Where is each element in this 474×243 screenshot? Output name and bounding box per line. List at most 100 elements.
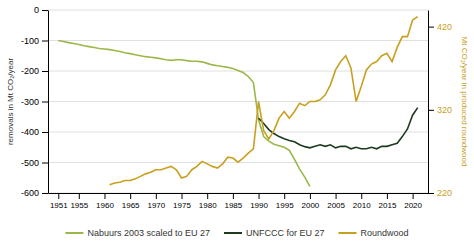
legend-item: UNFCCC for EU 27 xyxy=(224,228,325,238)
tick-mark xyxy=(310,193,311,199)
tick-mark xyxy=(259,193,260,199)
tick-mark xyxy=(42,163,48,164)
tick-label: 2020 xyxy=(404,201,422,210)
tick-label: -600 xyxy=(21,188,39,198)
tick-label: 1980 xyxy=(199,201,217,210)
tick-mark xyxy=(428,193,434,194)
tick-mark xyxy=(233,193,234,199)
tick-mark xyxy=(207,193,208,199)
tick-label: 2015 xyxy=(379,201,397,210)
tick: 1970 xyxy=(147,193,165,210)
tick: -600 xyxy=(21,188,48,198)
y-axis: 0 -100 -200 -300 -400 -500 -600 xyxy=(21,5,49,198)
tick-mark xyxy=(79,193,80,199)
axis-line xyxy=(428,11,429,194)
grid xyxy=(48,10,428,193)
tick-label: -100 xyxy=(21,36,39,46)
tick-label: 2000 xyxy=(301,201,319,210)
legend-swatch xyxy=(224,232,242,234)
tick-label: 1985 xyxy=(224,201,242,210)
tick: 1965 xyxy=(122,193,140,210)
tick-label: 420 xyxy=(437,22,452,32)
tick-mark xyxy=(387,193,388,199)
tick-label: 320 xyxy=(437,105,452,115)
tick-mark xyxy=(104,193,105,199)
tick-label: -200 xyxy=(21,66,39,76)
series-line xyxy=(58,41,310,187)
legend: Nabuurs 2003 scaled to EU 27 UNFCCC for E… xyxy=(65,228,408,238)
tick-label: 1970 xyxy=(147,201,165,210)
y2-axis: 220 320 420 xyxy=(428,11,452,199)
legend-label: UNFCCC for EU 27 xyxy=(246,228,325,238)
grid-line xyxy=(48,40,428,41)
tick-mark xyxy=(42,10,48,11)
tick: 1995 xyxy=(276,193,294,210)
tick-mark xyxy=(428,110,434,111)
tick: 220 xyxy=(428,188,452,198)
x-axis: 19511955 1960 1965 1970 1975 1980 1985 1990 1995… xyxy=(49,193,429,210)
tick-mark xyxy=(42,41,48,42)
tick: -400 xyxy=(21,127,48,137)
legend-swatch xyxy=(65,232,83,234)
tick-label: 1975 xyxy=(173,201,191,210)
tick: 0 xyxy=(34,5,48,15)
tick-mark xyxy=(58,193,59,199)
grid-line xyxy=(48,101,428,102)
tick-mark xyxy=(284,193,285,199)
grid-line xyxy=(48,10,428,11)
tick-mark xyxy=(413,193,414,199)
tick: 2000 xyxy=(301,193,319,210)
tick-label: 1951 xyxy=(50,201,68,210)
tick: -100 xyxy=(21,36,48,46)
tick-label: 2010 xyxy=(353,201,371,210)
tick: 2020 xyxy=(404,193,422,210)
legend-label: Roundwood xyxy=(361,228,409,238)
tick: 2005 xyxy=(327,193,345,210)
tick-label: 1955 xyxy=(70,201,88,210)
y2-axis-title: Mt CO₂/year in produced roundwood xyxy=(460,37,469,167)
series-line xyxy=(110,17,418,185)
y-axis-title: removals in Mt CO₂/year xyxy=(6,58,15,145)
tick-label: 1960 xyxy=(96,201,114,210)
tick-label: -300 xyxy=(21,97,39,107)
tick: -300 xyxy=(21,97,48,107)
tick-label: 2005 xyxy=(327,201,345,210)
tick: 420 xyxy=(428,22,452,32)
tick-mark xyxy=(182,193,183,199)
legend-label: Nabuurs 2003 scaled to EU 27 xyxy=(87,228,210,238)
tick-mark xyxy=(42,102,48,103)
tick: -200 xyxy=(21,66,48,76)
tick-mark xyxy=(130,193,131,199)
tick: 1990 xyxy=(250,193,268,210)
tick-mark xyxy=(42,193,48,194)
tick: 2010 xyxy=(353,193,371,210)
tick: 1975 xyxy=(173,193,191,210)
tick-label: 1990 xyxy=(250,201,268,210)
axis-line xyxy=(49,193,429,194)
chart: 19511955 1960 1965 1970 1975 1980 1985 1990 1995… xyxy=(0,0,474,243)
tick-label: -500 xyxy=(21,158,39,168)
plot-area xyxy=(58,17,417,187)
tick-mark xyxy=(42,132,48,133)
tick-label: -400 xyxy=(21,127,39,137)
tick: 1960 xyxy=(96,193,114,210)
tick: 2015 xyxy=(379,193,397,210)
tick: 1980 xyxy=(199,193,217,210)
tick-label: 220 xyxy=(437,188,452,198)
tick: 1955 xyxy=(70,193,88,210)
tick-mark xyxy=(428,27,434,28)
tick-mark xyxy=(42,71,48,72)
tick-mark xyxy=(361,193,362,199)
legend-swatch xyxy=(339,232,357,234)
tick-label: 1995 xyxy=(276,201,294,210)
tick: 320 xyxy=(428,105,452,115)
grid-line xyxy=(48,132,428,133)
legend-item: Roundwood xyxy=(339,228,409,238)
legend-item: Nabuurs 2003 scaled to EU 27 xyxy=(65,228,210,238)
tick-label: 1965 xyxy=(122,201,140,210)
tick: 1951 xyxy=(50,193,68,210)
axis-line xyxy=(48,11,49,194)
tick: -500 xyxy=(21,158,48,168)
tick-label: 0 xyxy=(34,5,39,15)
tick-mark xyxy=(156,193,157,199)
